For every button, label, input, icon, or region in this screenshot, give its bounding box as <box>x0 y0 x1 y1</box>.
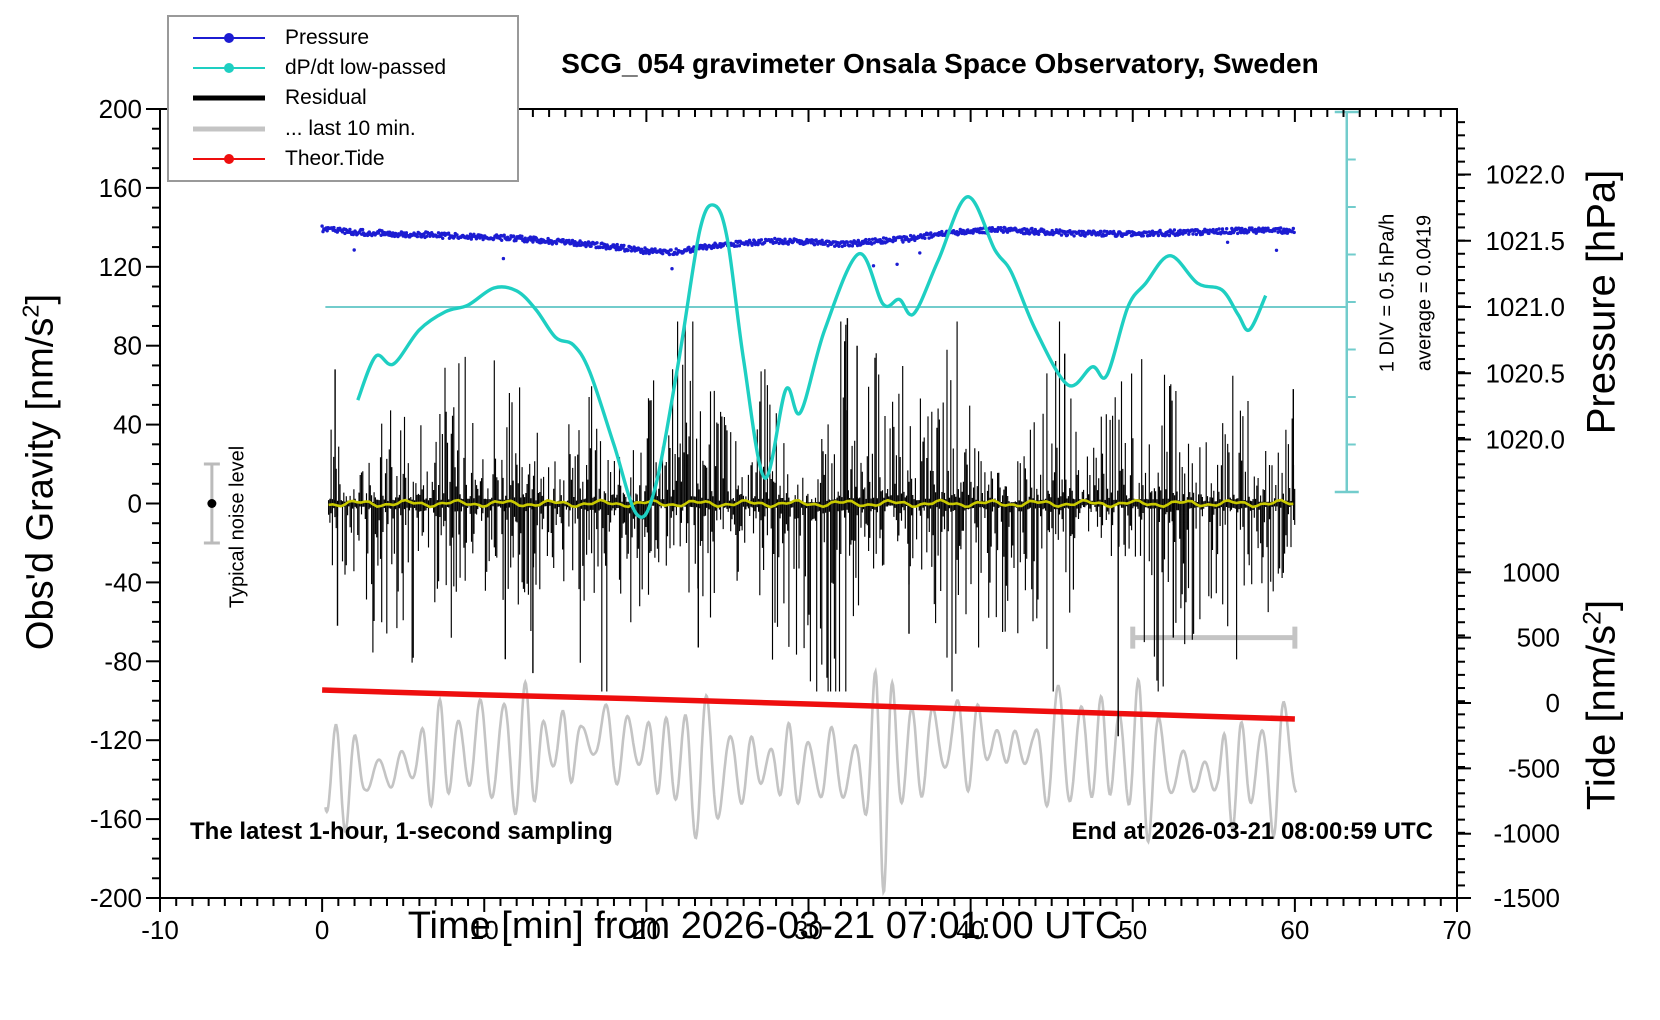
noise-level-label: Typical noise level <box>226 445 249 609</box>
dpdt-line-icon <box>193 62 265 74</box>
legend-item-tide: Theor.Tide <box>193 145 517 173</box>
end-time-note: End at 2026-03-21 08:00:59 UTC <box>1071 818 1434 845</box>
legend-item-last10: ... last 10 min. <box>193 115 517 143</box>
gravity-tick-label: 40 <box>113 410 142 440</box>
tide-tick-label: 1000 <box>1502 557 1560 587</box>
pressure-tick-label: 1022.0 <box>1485 160 1565 190</box>
gravity-tick-label: 160 <box>99 173 142 203</box>
tide-line-icon <box>193 153 265 165</box>
x-tick-label: 10 <box>470 915 499 945</box>
gravity-tick-label: 120 <box>99 252 142 282</box>
gravity-tick-label: -80 <box>104 646 142 676</box>
div-scale-label: 1 DIV = 0.5 hPa/h <box>1376 213 1399 373</box>
tide-tick-label: -500 <box>1508 753 1560 783</box>
left-axis-label: Obs'd Gravity [nm/s2] <box>17 293 62 651</box>
tide-axis-label: Tide [nm/s2] <box>1579 599 1624 811</box>
chart-title: SCG_054 gravimeter Onsala Space Observat… <box>561 48 1319 79</box>
sampling-note: The latest 1-hour, 1-second sampling <box>190 818 613 845</box>
x-tick-label: 70 <box>1443 915 1472 945</box>
gravity-tick-label: -120 <box>90 725 142 755</box>
gravity-tick-label: 0 <box>128 489 142 519</box>
x-axis-label: Time [min] from 2026-03-21 07:01:00 UTC <box>407 905 1123 947</box>
pressure-tick-label: 1020.0 <box>1485 425 1565 455</box>
chart-legend: Pressure dP/dt low-passed Residual ... l… <box>167 15 519 182</box>
gravity-tick-label: 80 <box>113 331 142 361</box>
tide-tick-label: -1500 <box>1494 883 1561 913</box>
tide-tick-label: -1000 <box>1494 819 1561 849</box>
x-tick-label: 50 <box>1118 915 1147 945</box>
x-tick-label: -10 <box>141 915 179 945</box>
last10-line-icon <box>193 123 265 135</box>
pressure-tick-label: 1021.0 <box>1485 292 1565 322</box>
tide-tick-label: 500 <box>1517 623 1560 653</box>
legend-item-residual: Residual <box>193 84 517 112</box>
x-tick-label: 40 <box>956 915 985 945</box>
pressure-tick-label: 1021.5 <box>1485 226 1565 256</box>
x-tick-label: 30 <box>794 915 823 945</box>
gravity-tick-label: -200 <box>90 883 142 913</box>
gravity-tick-label: 200 <box>99 94 142 124</box>
x-tick-label: 60 <box>1280 915 1309 945</box>
pressure-tick-label: 1020.5 <box>1485 358 1565 388</box>
legend-item-pressure: Pressure <box>193 24 517 52</box>
pressure-axis-label: Pressure [hPa] <box>1579 169 1624 435</box>
gravity-tick-label: -160 <box>90 804 142 834</box>
tide-tick-label: 0 <box>1546 688 1560 718</box>
residual-line-icon <box>193 92 265 104</box>
x-tick-label: 0 <box>315 915 329 945</box>
pressure-line-icon <box>193 32 265 44</box>
legend-item-dpdt: dP/dt low-passed <box>193 54 517 82</box>
gravity-tick-label: -40 <box>104 567 142 597</box>
x-tick-label: 20 <box>632 915 661 945</box>
average-label: average = 0.0419 <box>1413 214 1436 372</box>
